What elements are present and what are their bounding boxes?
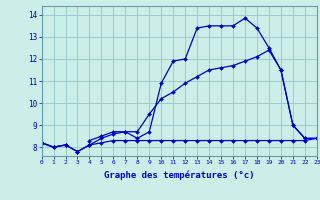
X-axis label: Graphe des températures (°c): Graphe des températures (°c): [104, 171, 254, 180]
